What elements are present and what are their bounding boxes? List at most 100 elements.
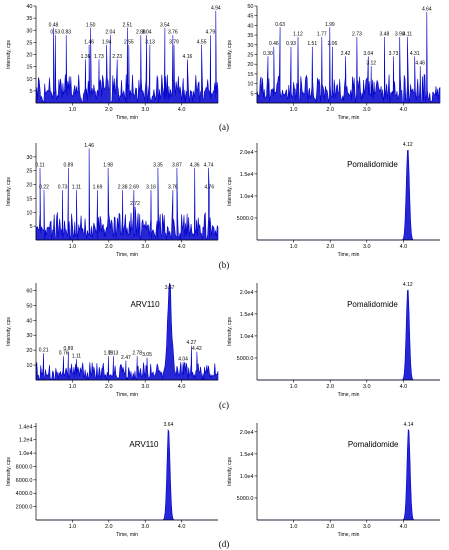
peak-label: 0.30 [263,51,273,57]
compound-name: Pomalidomide [347,300,398,309]
y-tick-label: 8000.0 [16,464,33,470]
chart-a-left: 1.0 2.0 3.0 4.0 5 10 15 20 25 30 35 40 Time, min Inte… [6,4,221,121]
x-tick-label: 4.0 [178,384,186,390]
peak-label: 1.11 [72,354,82,360]
peak-label: 3.04 [363,51,373,57]
x-tick-label: 2.0 [105,384,113,390]
peak-label: 0.21 [39,348,49,354]
peak-label: 3.48 [380,32,390,38]
y-tick-label: 40 [26,4,32,10]
x-axis-label: Time, min [338,532,360,538]
peak-label: 2.55 [124,39,134,45]
compound-name: Pomalidomide [347,160,398,169]
x-axis-label: Time, min [338,392,360,398]
x-axis-label: Time, min [116,532,138,538]
y-axis-label: Intensity, cps [6,457,12,486]
chart-c-right: 1.0 2.0 3.0 4.0 5000.0 1.0e4 1.5e4 2.0e4 Time, m… [227,282,440,398]
y-tick-label: 15 [26,196,32,202]
x-tick-label: 3.0 [363,384,371,390]
y-axis-label: Intensity, cps [227,317,233,346]
y-tick-label: 1.5e4 [240,312,254,318]
peak-label: 2.73 [352,32,362,38]
peak-label: 4.76 [204,185,214,191]
peak-label: 0.89 [64,162,74,168]
peak-label: 1.50 [86,22,96,28]
y-tick-label: 30 [247,43,253,49]
y-axis-label: Intensity, cps [6,177,12,206]
y-tick-label: 30 [26,28,32,34]
peak-label: 1.98 [103,162,113,168]
peak-label: 1.69 [93,185,103,191]
peak-label: 0.76 [59,351,69,357]
y-tick-label: 1.2e4 [19,438,33,444]
peak-label: 4.31 [410,51,420,57]
peak-label: 3.73 [389,51,399,57]
peak-label: 2.38 [118,185,128,191]
y-axis-label: Intensity, cps [227,40,233,69]
peak-label: 0.89 [64,346,74,352]
y-tick-label: 25 [26,40,32,46]
y-tick-label: 6000.0 [16,478,33,484]
peak-label: 4.11 [403,32,413,38]
compound-name: ARV110 [131,300,161,309]
x-tick-label: 4.0 [178,244,186,250]
x-tick-label: 1.0 [290,384,298,390]
y-tick-label: 5 [29,224,32,230]
y-tick-label: 40 [247,23,253,29]
main-peak-label: 3.67 [165,285,175,291]
trace-series [35,148,219,241]
peak-label: 3.16 [146,185,156,191]
peak-label: 2.06 [328,41,338,47]
peak-label: 0.48 [49,22,59,28]
y-tick-label: 60 [26,288,32,294]
y-tick-label: 1.5e4 [240,452,254,458]
peak-label: 3.76 [168,185,178,191]
peak-label: 2.47 [121,355,131,361]
peak-label: 0.46 [269,41,279,47]
y-tick-label: 1.5e4 [240,172,254,178]
peak-label: 0.93 [286,41,296,47]
peak-label: 0.22 [39,185,49,191]
peak-label: 1.12 [293,32,303,38]
peak-label: 0.11 [35,162,45,168]
x-tick-label: 2.0 [105,244,113,250]
trace-series [35,282,219,381]
x-tick-label: 2.0 [105,524,113,530]
peak-label: 1.94 [102,39,112,45]
peak-label: 3.13 [145,39,155,45]
y-tick-label: 4000.0 [16,491,33,497]
y-tick-label: 1.0e4 [19,451,33,457]
peak-label: 4.64 [422,6,432,12]
y-tick-label: 40 [26,318,32,324]
peak-label: 4.79 [205,30,215,36]
panel-label-a: (a) [219,122,229,132]
y-tick-label: 5 [250,91,253,97]
y-tick-label: 25 [26,169,32,175]
peak-label: 4.42 [192,346,202,352]
y-tick-label: 5 [29,89,32,95]
peak-label: 3.54 [160,22,170,28]
panel-label-d: (d) [219,539,230,549]
y-tick-label: 15 [26,65,32,71]
y-tick-label: 45 [247,14,253,20]
chart-c-left: 1.0 2.0 3.0 4.0 10 20 30 40 50 60 Time, min Intensi… [6,282,219,398]
peak-label: 2.88 [136,30,146,36]
y-tick-label: 20 [26,348,32,354]
y-tick-label: 2.0e4 [240,430,254,436]
peak-label: 1.77 [317,32,327,38]
y-tick-label: 5000.0 [237,216,254,222]
x-tick-label: 2.0 [326,107,334,113]
peak-label: 3.35 [153,162,163,168]
y-tick-label: 1.0e4 [240,194,254,200]
chart-d-left: 1.0 2.0 3.0 4.0 2000.0 4000.0 6000.0 8000.0 1.0e… [6,422,218,538]
x-tick-label: 4.0 [178,524,186,530]
x-tick-label: 1.0 [69,384,77,390]
peak-label: 2.72 [130,201,140,207]
y-tick-label: 1.0e4 [240,334,254,340]
y-tick-label: 10 [26,210,32,216]
y-tick-label: 35 [247,33,253,39]
y-tick-label: 10 [26,77,32,83]
peak-label: 3.76 [168,30,178,36]
peak-label: 1.99 [104,351,114,357]
